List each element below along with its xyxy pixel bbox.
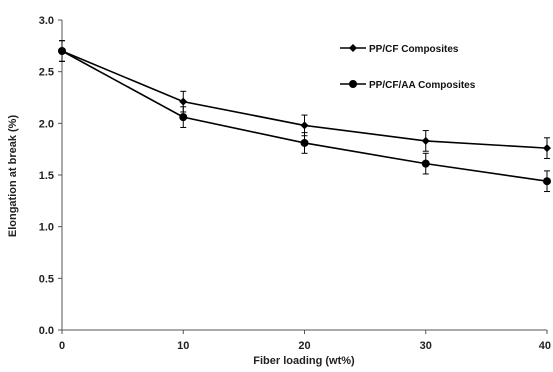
x-axis-title: Fiber loading (wt%) bbox=[253, 355, 355, 367]
legend-marker bbox=[349, 80, 357, 88]
y-tick-group: 0.0 0.5 1.0 1.5 2.0 2.5 3.0 bbox=[39, 15, 62, 337]
legend-label: PP/CF/AA Composites bbox=[369, 80, 476, 91]
data-point bbox=[300, 138, 309, 147]
data-point bbox=[179, 97, 188, 106]
data-point bbox=[543, 177, 551, 186]
legend-label: PP/CF Composites bbox=[369, 44, 459, 55]
legend: PP/CF Composites PP/CF/AA Composites bbox=[340, 44, 476, 91]
y-tick-label: 2.0 bbox=[39, 118, 54, 130]
y-tick-label: 3.0 bbox=[39, 15, 54, 27]
y-tick-label: 0.0 bbox=[39, 325, 54, 337]
data-point bbox=[543, 144, 551, 153]
legend-entry-2: PP/CF/AA Composites bbox=[340, 80, 476, 91]
x-tick-label: 10 bbox=[177, 340, 189, 352]
x-tick-label: 30 bbox=[420, 340, 432, 352]
x-tick-label: 0 bbox=[59, 340, 65, 352]
y-tick-label: 0.5 bbox=[39, 273, 54, 285]
y-tick-label: 2.5 bbox=[39, 67, 54, 79]
axes bbox=[61, 20, 547, 331]
data-point bbox=[421, 136, 430, 145]
x-tick-label: 40 bbox=[539, 340, 551, 352]
x-tick-label: 20 bbox=[298, 340, 310, 352]
legend-marker bbox=[349, 44, 357, 52]
data-point bbox=[179, 113, 188, 122]
x-tick-group: 0 10 20 30 40 bbox=[59, 330, 551, 352]
series-2 bbox=[58, 40, 551, 193]
y-axis-title: Elongation at break (%) bbox=[7, 115, 19, 238]
data-point bbox=[421, 159, 430, 168]
series-layer bbox=[58, 40, 551, 193]
data-point bbox=[300, 121, 309, 130]
legend-entry-1: PP/CF Composites bbox=[340, 44, 459, 55]
y-tick-label: 1.0 bbox=[39, 222, 54, 234]
y-tick-label: 1.5 bbox=[39, 170, 54, 182]
data-point bbox=[58, 47, 66, 55]
